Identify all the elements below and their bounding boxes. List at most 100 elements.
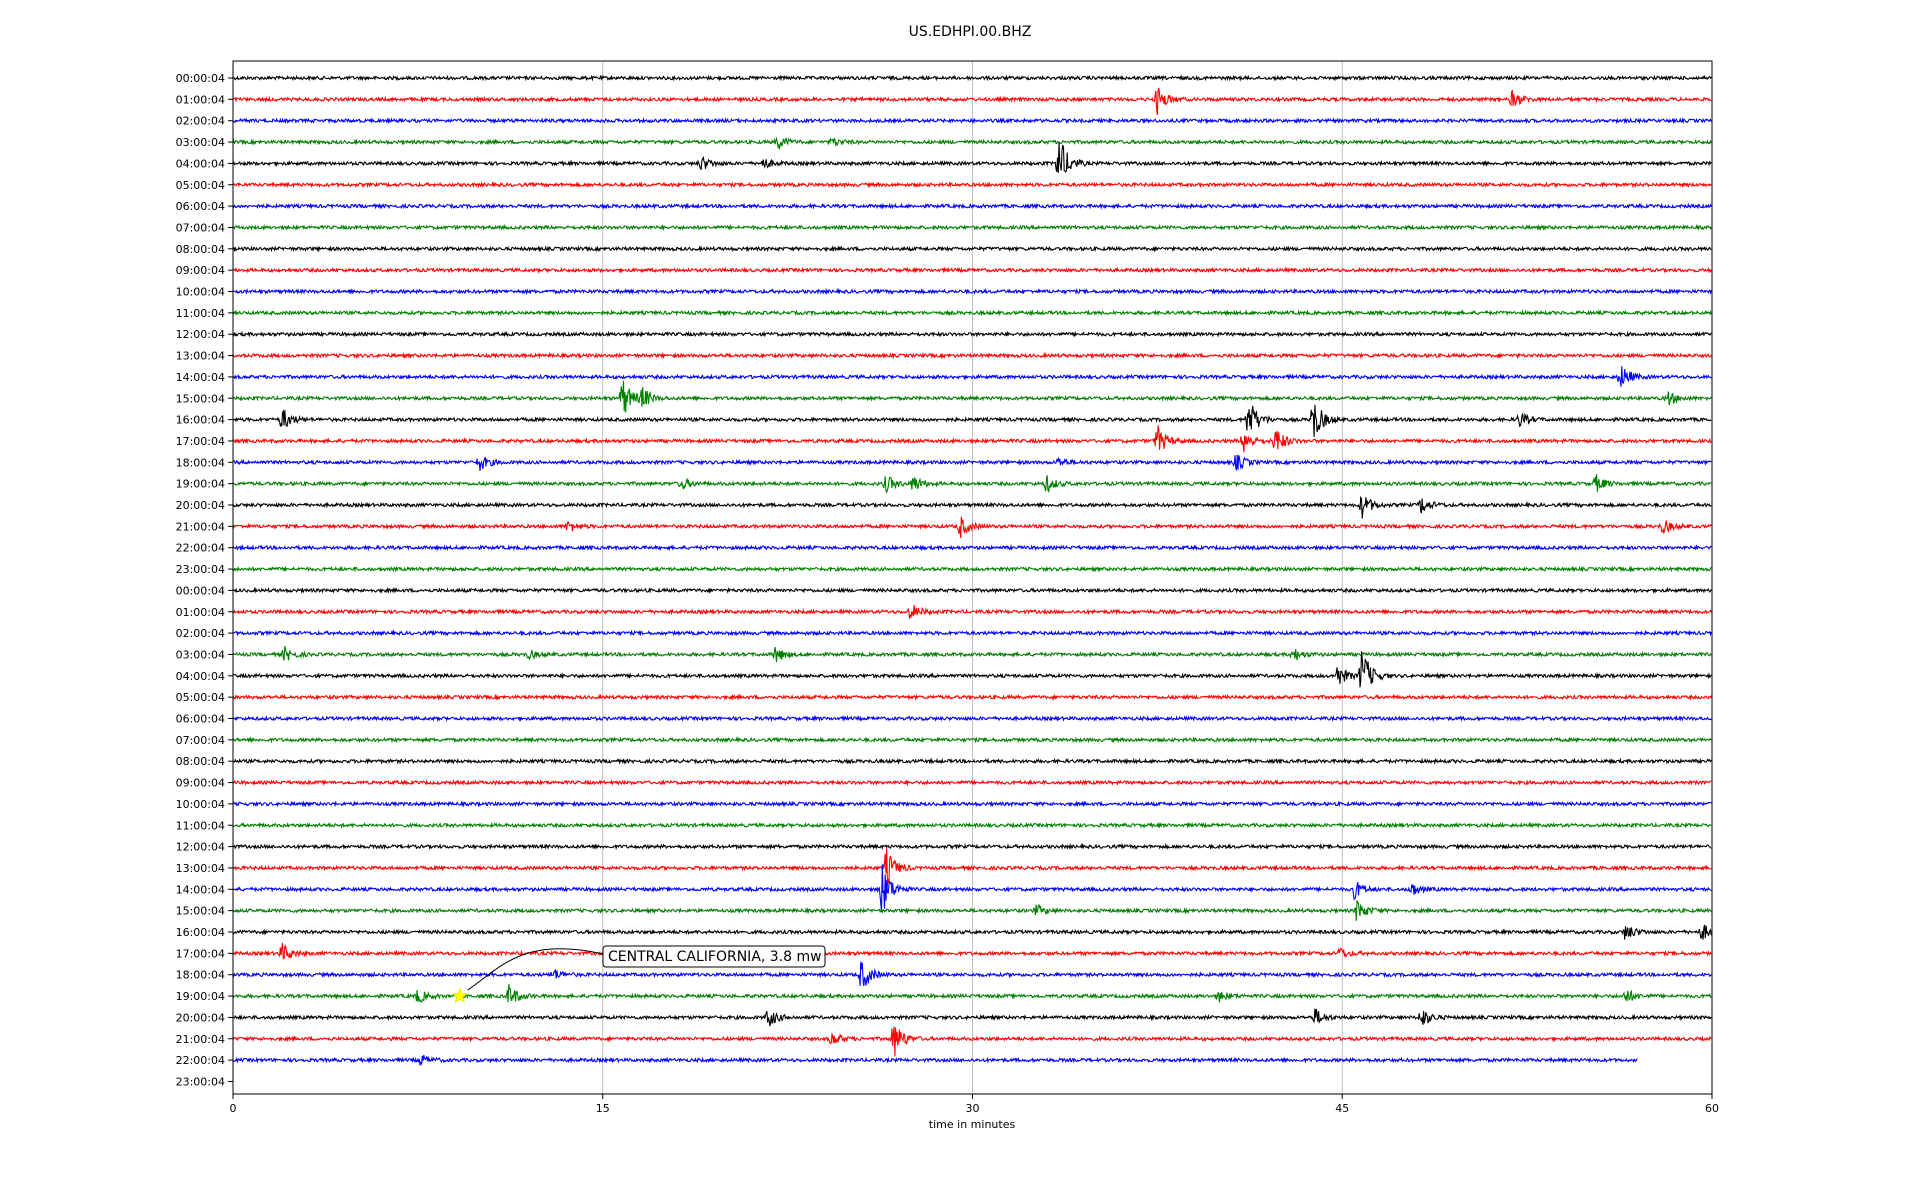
y-tick-label: 05:00:04 [176, 691, 225, 704]
y-tick-label: 11:00:04 [176, 307, 225, 320]
trace-line [232, 287, 1712, 296]
trace-line [232, 544, 1712, 552]
trace-line [232, 565, 1712, 573]
y-tick-label: 16:00:04 [176, 414, 225, 427]
trace-line [232, 924, 1712, 940]
y-tick-label: 15:00:04 [176, 905, 225, 918]
trace-line [232, 309, 1712, 317]
x-tick-label: 30 [966, 1102, 980, 1115]
trace-line [232, 223, 1712, 232]
trace-line [232, 181, 1712, 189]
y-tick-label: 02:00:04 [176, 627, 225, 640]
trace-line [232, 645, 1712, 663]
grid-lines [602, 61, 1343, 1094]
annotation-box [602, 945, 826, 968]
trace-line [232, 351, 1712, 360]
y-tick-label: 06:00:04 [176, 200, 225, 213]
trace-line [232, 474, 1712, 494]
y-tick-label: 10:00:04 [176, 286, 225, 299]
y-tick-label: 09:00:04 [176, 777, 225, 790]
y-tick-label: 06:00:04 [176, 713, 225, 726]
trace-line [232, 629, 1712, 637]
trace-line [232, 266, 1712, 274]
y-tick-label: 01:00:04 [176, 606, 225, 619]
y-tick-label: 23:00:04 [176, 1075, 225, 1088]
trace-line [232, 736, 1712, 744]
trace-line [232, 757, 1712, 765]
trace-line [232, 864, 1712, 913]
y-tick-label: 07:00:04 [176, 221, 225, 234]
event-star-marker [451, 987, 469, 1004]
annotation-label: CENTRAL CALIFORNIA, 3.8 mw [608, 949, 822, 965]
trace-line [232, 693, 1712, 701]
y-tick-label: 20:00:04 [176, 499, 225, 512]
trace-line [232, 778, 1712, 787]
y-tick-label: 09:00:04 [176, 264, 225, 277]
trace-line [232, 586, 1712, 595]
y-tick-label: 22:00:04 [176, 1054, 225, 1067]
trace-line [232, 900, 1712, 921]
y-tick-label: 19:00:04 [176, 990, 225, 1003]
trace-line [232, 142, 1712, 173]
y-tick-label: 14:00:04 [176, 371, 225, 384]
y-tick-label: 21:00:04 [176, 520, 225, 533]
trace-line [232, 495, 1712, 519]
y-tick-label: 03:00:04 [176, 648, 225, 661]
y-tick-label: 00:00:04 [176, 72, 225, 85]
plot-frame [232, 60, 1713, 1095]
trace-line [232, 74, 1712, 82]
y-tick-label: 22:00:04 [176, 542, 225, 555]
y-tick-label: 01:00:04 [176, 93, 225, 106]
trace-line [232, 202, 1712, 210]
y-tick-label: 21:00:04 [176, 1033, 225, 1046]
y-tick-label: 03:00:04 [176, 136, 225, 149]
y-tick-label: 20:00:04 [176, 1011, 225, 1024]
x-tick-label: 0 [230, 1102, 237, 1115]
y-tick-label: 13:00:04 [176, 350, 225, 363]
y-tick-label: 02:00:04 [176, 115, 225, 128]
trace-line [232, 404, 1712, 437]
y-tick-label: 15:00:04 [176, 392, 225, 405]
y-tick-label: 12:00:04 [176, 841, 225, 854]
y-tick-label: 16:00:04 [176, 926, 225, 939]
trace-line [232, 1026, 1712, 1057]
y-tick-labels: 00:00:04 01:00:04 02:00:04 03:00:04 04:00:04… [176, 72, 233, 1088]
trace-line [232, 136, 1712, 150]
trace-line [232, 942, 1712, 960]
y-tick-label: 08:00:04 [176, 243, 225, 256]
x-tick-label: 60 [1705, 1102, 1719, 1115]
trace-line [233, 842, 1712, 851]
trace-line [232, 116, 1712, 125]
trace-line [232, 1008, 1712, 1027]
trace-line [232, 330, 1712, 338]
y-tick-label: 19:00:04 [176, 478, 225, 491]
trace-line [232, 1054, 1638, 1066]
trace-line [232, 961, 1712, 987]
y-tick-label: 17:00:04 [176, 435, 225, 448]
trace-line [232, 604, 1712, 619]
trace-line [232, 848, 1712, 886]
y-tick-label: 00:00:04 [176, 584, 225, 597]
trace-line [232, 714, 1712, 723]
y-tick-label: 14:00:04 [176, 883, 225, 896]
trace-line [232, 800, 1712, 808]
trace-line [232, 87, 1712, 115]
y-tick-label: 18:00:04 [176, 969, 225, 982]
y-tick-label: 08:00:04 [176, 755, 225, 768]
y-tick-label: 11:00:04 [176, 819, 225, 832]
event-annotation: CENTRAL CALIFORNIA, 3.8 mw [451, 945, 826, 1004]
trace-line [232, 245, 1712, 253]
y-tick-label: 10:00:04 [176, 798, 225, 811]
trace-line [232, 516, 1712, 539]
y-tick-label: 07:00:04 [176, 734, 225, 747]
x-tick-label: 45 [1335, 1102, 1349, 1115]
trace-line [232, 425, 1712, 453]
trace-line [232, 366, 1712, 387]
y-tick-label: 18:00:04 [176, 456, 225, 469]
x-axis-label: time in minutes [929, 1118, 1016, 1131]
annotation-connector [467, 948, 604, 991]
y-tick-label: 04:00:04 [176, 157, 225, 170]
x-tick-label: 15 [596, 1102, 610, 1115]
trace-line [232, 651, 1712, 688]
